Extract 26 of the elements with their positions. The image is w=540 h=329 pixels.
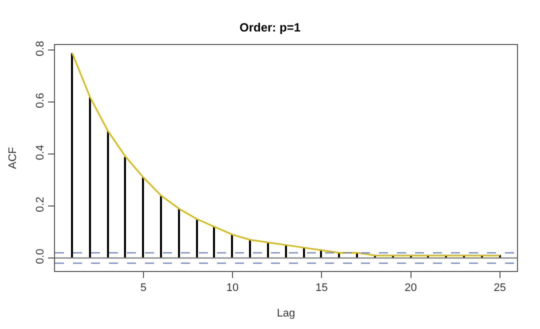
x-tick-label: 20 <box>404 282 417 294</box>
bar <box>303 248 305 258</box>
y-tick-label: 0.0 <box>34 248 47 264</box>
bar <box>71 53 73 258</box>
bar <box>249 240 251 258</box>
bar <box>160 196 162 258</box>
bar <box>142 177 144 258</box>
y-tick-label: 0.2 <box>34 196 47 212</box>
line-series <box>71 52 501 256</box>
y-tick-label: 0.6 <box>34 92 47 108</box>
y-tick-label: 0.4 <box>34 144 47 160</box>
x-tick-label: 5 <box>140 282 146 294</box>
bar <box>89 97 91 258</box>
bar <box>178 209 180 258</box>
x-axis-title: Lag <box>276 307 296 320</box>
chart-title: Order: p=1 <box>239 20 301 34</box>
x-tick-label: 10 <box>226 282 239 294</box>
y-tick-label: 0.8 <box>34 40 47 56</box>
x-tick-label: 25 <box>494 282 506 294</box>
bar <box>124 157 126 258</box>
bar <box>107 131 109 258</box>
bar <box>231 235 233 258</box>
bar <box>196 219 198 258</box>
x-tick-label: 15 <box>316 282 328 294</box>
y-axis-title: ACF <box>7 146 20 169</box>
bar <box>213 227 215 258</box>
